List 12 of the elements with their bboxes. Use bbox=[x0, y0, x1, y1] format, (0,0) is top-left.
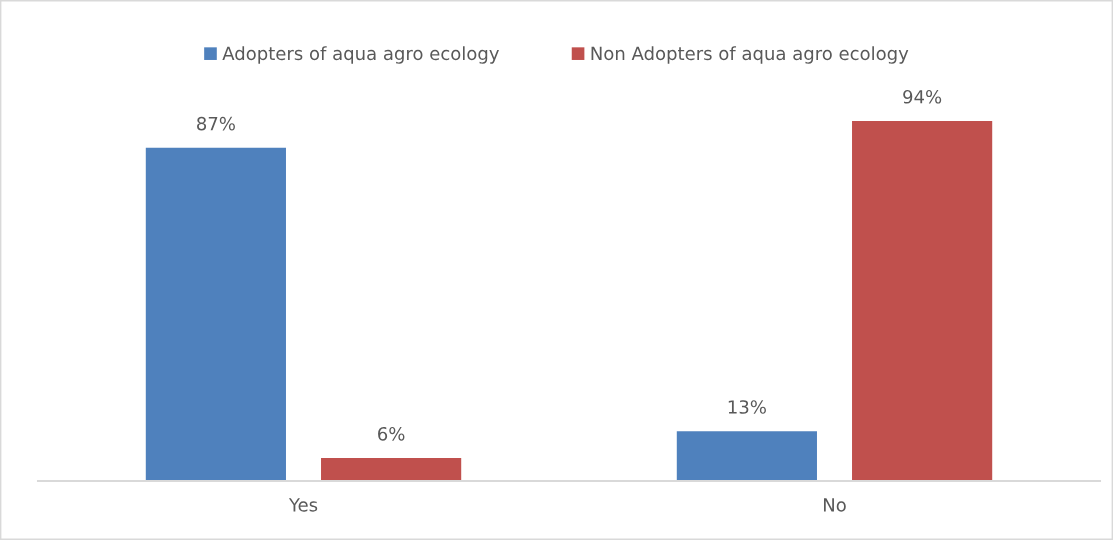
bar bbox=[676, 431, 817, 481]
data-label: 13% bbox=[728, 400, 766, 414]
data-label: 94% bbox=[903, 89, 942, 104]
data-label: 6% bbox=[378, 426, 405, 441]
x-tick-label: No bbox=[823, 498, 846, 512]
data-label: 87% bbox=[197, 116, 235, 131]
legend-label: Adopters of aqua agro ecology bbox=[222, 46, 499, 64]
bar bbox=[852, 121, 993, 481]
x-tick-label: Yes bbox=[288, 498, 318, 512]
bar bbox=[145, 147, 286, 481]
bar bbox=[321, 458, 462, 481]
legend-label: Non Adopters of aqua agro ecology bbox=[591, 46, 909, 64]
